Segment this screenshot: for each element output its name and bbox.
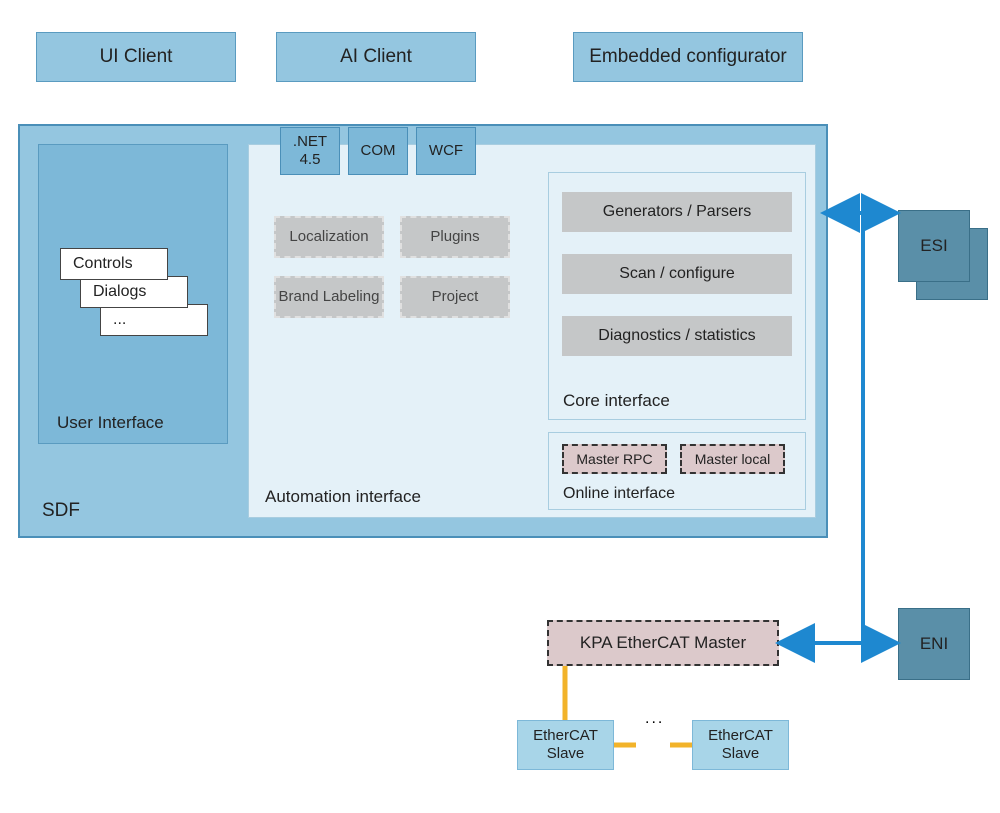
label: ... bbox=[113, 311, 126, 328]
ui-card-more: ... bbox=[100, 304, 208, 336]
label: Dialogs bbox=[93, 283, 146, 300]
proto-com: COM bbox=[348, 127, 408, 175]
slave-1: EtherCAT Slave bbox=[517, 720, 614, 770]
label: ENI bbox=[920, 634, 948, 654]
top-ai-client: AI Client bbox=[276, 32, 476, 82]
label: Generators / Parsers bbox=[603, 203, 752, 221]
label: Embedded configurator bbox=[589, 46, 787, 68]
ui-label: User Interface bbox=[57, 413, 164, 433]
label: Master local bbox=[695, 451, 770, 467]
online-rpc: Master RPC bbox=[562, 444, 667, 474]
label: EtherCAT Slave bbox=[693, 727, 788, 763]
online-local: Master local bbox=[680, 444, 785, 474]
label: COM bbox=[361, 142, 396, 160]
slave-2: EtherCAT Slave bbox=[692, 720, 789, 770]
label: KPA EtherCAT Master bbox=[580, 633, 746, 653]
proto-net: .NET 4.5 bbox=[280, 127, 340, 175]
label: Scan / configure bbox=[619, 265, 735, 283]
top-embedded: Embedded configurator bbox=[573, 32, 803, 82]
module-localization: Localization bbox=[274, 216, 384, 258]
core-diag: Diagnostics / statistics bbox=[562, 316, 792, 356]
label: Project bbox=[432, 288, 479, 306]
sdf-label: SDF bbox=[42, 500, 80, 522]
label: Master RPC bbox=[576, 451, 652, 467]
esi-box: ESI bbox=[898, 210, 970, 282]
label: Localization bbox=[289, 228, 368, 246]
label: Plugins bbox=[430, 228, 479, 246]
label: UI Client bbox=[100, 46, 173, 68]
module-plugins: Plugins bbox=[400, 216, 510, 258]
label: ESI bbox=[920, 236, 947, 256]
label: Diagnostics / statistics bbox=[598, 327, 755, 345]
label: .NET 4.5 bbox=[281, 133, 339, 169]
online-label: Online interface bbox=[563, 485, 675, 503]
core-label: Core interface bbox=[563, 391, 670, 411]
core-gen: Generators / Parsers bbox=[562, 192, 792, 232]
core-scan: Scan / configure bbox=[562, 254, 792, 294]
label: EtherCAT Slave bbox=[518, 727, 613, 763]
slave-dots: ... bbox=[645, 710, 664, 728]
label: AI Client bbox=[340, 46, 412, 68]
eni-box: ENI bbox=[898, 608, 970, 680]
ui-card-controls: Controls bbox=[60, 248, 168, 280]
ui-card-dialogs: Dialogs bbox=[80, 276, 188, 308]
top-ui-client: UI Client bbox=[36, 32, 236, 82]
proto-wcf: WCF bbox=[416, 127, 476, 175]
module-brand: Brand Labeling bbox=[274, 276, 384, 318]
label: Controls bbox=[73, 255, 133, 272]
module-project: Project bbox=[400, 276, 510, 318]
label: WCF bbox=[429, 142, 463, 160]
kpa-master: KPA EtherCAT Master bbox=[547, 620, 779, 666]
automation-label: Automation interface bbox=[265, 487, 421, 507]
label: Brand Labeling bbox=[279, 288, 380, 306]
